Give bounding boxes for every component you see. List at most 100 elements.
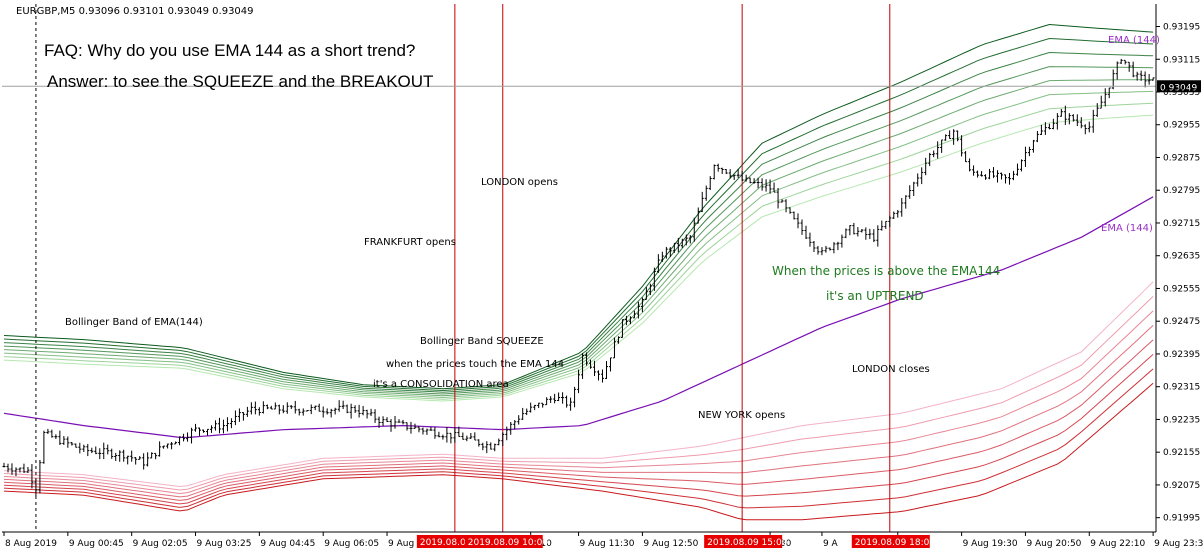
ohlc-bar — [784, 199, 788, 213]
ohlc-bar — [676, 237, 680, 253]
ohlc-bar — [98, 448, 102, 460]
ohlc-bar — [381, 416, 385, 426]
ohlc-bar — [38, 459, 42, 494]
ohlc-bar — [864, 227, 868, 240]
ohlc-bar — [1139, 70, 1143, 81]
lower-band-line — [3, 368, 1154, 509]
ohlc-bar — [1035, 131, 1039, 143]
ohlc-bar — [1047, 123, 1051, 130]
ohlc-bar — [860, 229, 864, 233]
ohlc-bar — [313, 405, 317, 411]
ohlc-bar — [632, 310, 636, 319]
ohlc-bar — [421, 427, 425, 435]
ohlc-bar — [46, 428, 50, 435]
annotation-consolidation: it's a CONSOLIDATION area — [373, 379, 509, 390]
y-tick-label: 0.92395 — [1163, 350, 1200, 360]
ohlc-bar — [868, 228, 872, 240]
ohlc-bar — [190, 427, 194, 444]
ohlc-bar — [936, 141, 940, 159]
ohlc-bar — [660, 251, 664, 262]
ohlc-bar — [652, 267, 656, 291]
current-price-label: 0.93049 — [1160, 83, 1197, 93]
ohlc-bar — [441, 434, 445, 440]
ohlc-bar — [976, 170, 980, 178]
ohlc-bar — [744, 174, 748, 182]
ohlc-bar — [1027, 146, 1031, 157]
ohlc-bar — [569, 397, 573, 411]
ohlc-bar — [644, 287, 648, 300]
ohlc-bar — [461, 432, 465, 440]
price-bars — [2, 58, 1155, 497]
ohlc-bar — [245, 406, 249, 417]
lower-band-line — [3, 339, 1154, 501]
ohlc-bar — [146, 452, 150, 467]
ohlc-bar — [182, 433, 186, 442]
ohlc-bar — [497, 438, 501, 446]
ohlc-bar — [768, 179, 772, 194]
ohlc-bar — [289, 405, 293, 410]
ohlc-bar — [325, 408, 329, 415]
x-tick-label: 9 Aug 00:45 — [69, 539, 124, 549]
ohlc-bar — [158, 441, 162, 457]
ohlc-bar — [126, 455, 130, 465]
ohlc-bar — [194, 423, 198, 432]
ohlc-bar — [856, 227, 860, 237]
ohlc-bar — [70, 441, 74, 446]
ohlc-bar — [964, 151, 968, 163]
ohlc-bar — [341, 400, 345, 410]
ohlc-bar — [680, 238, 684, 248]
ohlc-bar — [760, 178, 764, 191]
ohlc-bar — [337, 400, 341, 412]
ohlc-bar — [816, 245, 820, 255]
x-tick-label: 9 Aug 12:50 — [643, 539, 698, 549]
ohlc-bar — [138, 456, 142, 460]
ohlc-bar — [656, 254, 660, 273]
ohlc-bar — [1071, 114, 1075, 122]
x-tick-label: 9 Aug 20:50 — [1026, 539, 1081, 549]
ohlc-bar — [872, 229, 876, 243]
annotation-new-york-opens: NEW YORK opens — [698, 410, 785, 421]
ohlc-bar — [1015, 163, 1019, 176]
ohlc-bar — [1067, 113, 1071, 125]
ohlc-bar — [565, 395, 569, 408]
ema-label-mid: EMA (144) — [1101, 223, 1153, 234]
ohlc-bar — [333, 407, 337, 415]
ohlc-bar — [928, 152, 932, 167]
session-time-tag — [851, 535, 930, 548]
ohlc-bar — [748, 177, 752, 184]
ohlc-bar — [537, 402, 541, 409]
ohlc-bar — [972, 165, 976, 176]
ohlc-bar — [800, 219, 804, 235]
ohlc-bar — [110, 448, 114, 459]
symbol-header: EURGBP,M5 0.93096 0.93101 0.93049 0.9304… — [16, 6, 254, 17]
ohlc-bar — [888, 215, 892, 228]
ohlc-bar — [944, 134, 948, 141]
ema144-line — [3, 196, 1154, 439]
ohlc-bar — [6, 463, 10, 473]
ohlc-bar — [409, 421, 413, 434]
ohlc-bar — [405, 422, 409, 431]
ohlc-bar — [1031, 139, 1035, 153]
ohlc-bar — [285, 402, 289, 414]
ohlc-bar — [106, 444, 110, 455]
ohlc-bar — [485, 441, 489, 454]
ohlc-bar — [142, 453, 146, 470]
y-tick-label: 0.92715 — [1163, 219, 1200, 229]
ohlc-bar — [257, 407, 261, 416]
ohlc-bar — [525, 408, 529, 416]
ohlc-bar — [261, 401, 265, 414]
ohlc-bar — [1039, 124, 1043, 135]
ohlc-bar — [561, 392, 565, 404]
ohlc-bar — [956, 130, 960, 142]
ohlc-bar — [66, 436, 70, 448]
ohlc-bar — [852, 222, 856, 235]
y-tick-label: 0.93035 — [1163, 88, 1200, 98]
ohlc-bar — [162, 445, 166, 449]
ohlc-bar — [664, 246, 668, 259]
upper-band-line — [3, 66, 1154, 395]
ohlc-bar — [209, 425, 213, 433]
ohlc-bar — [78, 442, 82, 454]
ohlc-bar — [724, 168, 728, 175]
